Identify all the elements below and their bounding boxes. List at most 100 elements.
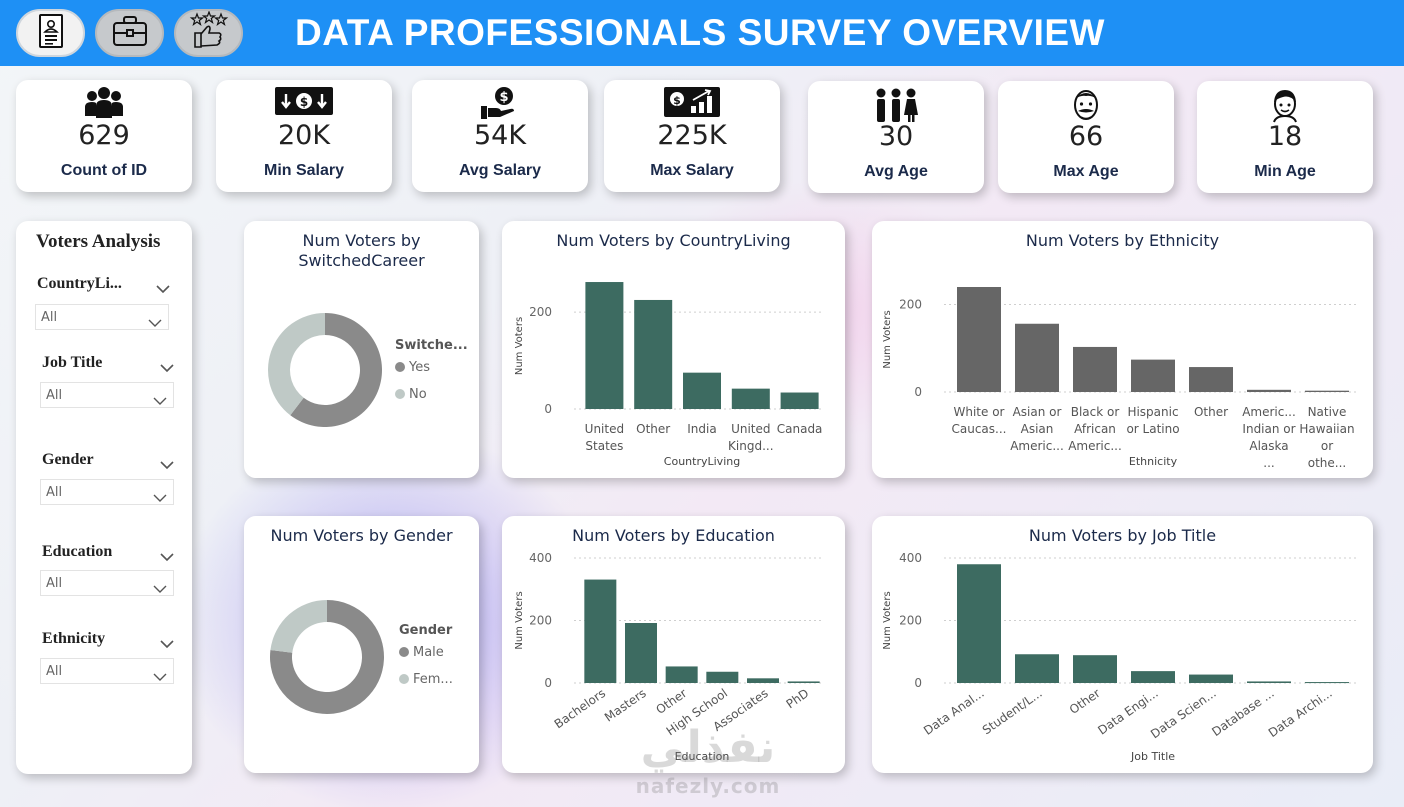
bar [747,678,779,683]
slicer-ethnicity: Ethnicity All [16,630,194,690]
country-dropdown[interactable]: All [35,304,169,330]
slicer-gender: Gender All [16,451,194,511]
kpi-label: Count of ID [60,162,148,179]
legend-marker [395,362,405,372]
kpi-value: 629 [78,120,130,151]
svg-text:$: $ [673,94,681,107]
chevron-down-icon[interactable] [156,279,170,298]
chevron-down-icon[interactable] [160,358,174,377]
x-axis-label: Education [675,750,730,763]
watermark-latin: nafezly.com [635,774,781,798]
young-person-icon [1268,87,1302,127]
y-tick-label: 200 [529,614,552,628]
kpi-label: Max Salary [650,162,734,179]
chart-title: Num Voters by CountryLiving [556,231,791,250]
y-tick-label: 200 [529,305,552,319]
x-tick-label: Americ... Indian or Alaska... [1242,405,1296,470]
bar [1189,367,1233,392]
bar [780,392,819,409]
bar [787,681,820,683]
chart-title: Num Voters by Ethnicity [1025,231,1220,250]
y-axis-label: Num Voters [514,317,525,375]
money-down-icon: $ [274,86,334,120]
header-bar: DATA PROFESSIONALS SURVEY OVERVIEW [0,0,1404,66]
svg-text:$: $ [300,95,308,109]
dropdown-value: All [46,485,63,500]
x-tick-label: Black or African Americ... [1068,405,1122,453]
chart-title: Num Voters by Education [572,526,775,545]
chevron-down-icon [148,312,162,338]
y-axis-label: Num Voters [882,310,893,368]
svg-text:$: $ [499,90,508,105]
rating-icon [187,10,231,55]
bar [1073,346,1117,392]
y-tick-label: 0 [914,385,922,399]
x-tick-label: Data Anal... [921,686,987,738]
gender-dropdown[interactable]: All [40,479,174,505]
chevron-down-icon[interactable] [160,547,174,566]
bar [665,666,698,683]
y-tick-label: 0 [544,402,552,416]
kpi-value: 18 [1267,121,1303,152]
legend-marker [399,647,409,657]
education-dropdown[interactable]: All [40,570,174,596]
bar [731,388,770,409]
legend-marker [399,674,409,684]
donut-slice [270,600,384,714]
slicer-label: Education [42,543,113,560]
kpi-label: Max Age [1053,163,1119,180]
salary-hand-icon: $ [480,86,520,124]
y-axis-label: Num Voters [882,591,893,649]
x-tick-label: PhD [784,686,812,711]
y-tick-label: 200 [899,614,922,628]
donut-slice [268,313,325,416]
chart-card-country-living: Num Voters by CountryLiving 0 200 Num Vote… [502,221,845,478]
slicer-country: CountryLi... All [16,275,194,335]
x-tick-label: White or Caucas... [952,405,1007,436]
x-tick-label: Bachelors [552,686,608,731]
bar [1015,654,1059,683]
kpi-value: 54K [473,120,527,151]
dropdown-value: All [46,576,63,591]
chevron-down-icon[interactable] [160,634,174,653]
x-tick-label: Student/L... [980,686,1045,737]
slicer-label: Ethnicity [42,630,106,647]
kpi-card-avg-salary: $ 54K Avg Salary [412,80,588,192]
chevron-down-icon[interactable] [160,455,174,474]
kpi-label: Min Age [1254,163,1316,180]
x-axis-label: CountryLiving [664,455,740,468]
slicer-label: Gender [42,451,94,468]
dropdown-value: All [41,310,58,325]
nav-button-ratings[interactable] [174,9,243,57]
briefcase-icon [110,13,150,53]
donut-slice [290,313,382,427]
chart-title: Num Voters by Job Title [1028,526,1217,545]
kpi-card-max-salary: $ 225K Max Salary [604,80,780,192]
legend-title: Gender [399,623,453,638]
job-title-dropdown[interactable]: All [40,382,174,408]
bar [625,623,657,683]
bar [1189,674,1233,683]
nav-button-overview[interactable] [16,9,85,57]
chevron-down-icon [153,390,167,416]
nav-button-jobs[interactable] [95,9,164,57]
x-tick-label: Other [1067,686,1103,717]
slicer-education: Education All [16,543,194,603]
legend-marker [395,389,405,399]
ethnicity-dropdown[interactable]: All [40,658,174,684]
legend-item: Fem... [413,672,453,687]
chart-title: Num Voters by SwitchedCareer [298,231,425,270]
bar [1131,671,1175,683]
chevron-down-icon [153,578,167,604]
chevron-down-icon [153,487,167,513]
kpi-value: 30 [878,121,914,152]
bar [1305,682,1349,684]
chart-card-education: Num Voters by Education 0 200 400 Num Voter… [502,516,845,773]
x-axis-label: Job Title [1130,750,1175,763]
kpi-card-min-age: 18 Min Age [1197,81,1373,193]
x-tick-label: Hispanic or Latino [1126,405,1179,436]
kpi-label: Min Salary [263,162,345,179]
bar [683,372,721,409]
y-tick-label: 0 [914,676,922,690]
bar [1247,389,1291,392]
